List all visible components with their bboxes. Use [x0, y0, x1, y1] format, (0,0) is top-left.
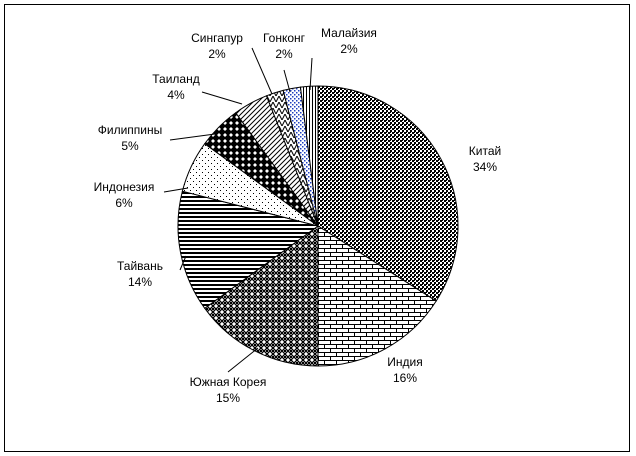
slice-percent-label: 2%: [208, 47, 226, 61]
pie-slice: [177, 190, 320, 309]
leader-line: [169, 133, 216, 141]
pie-slices: [177, 85, 459, 367]
slice-name-label: Малайзия: [321, 26, 377, 40]
slice-name-label: Индонезия: [94, 180, 155, 194]
slice-percent-label: 14%: [128, 275, 152, 289]
leader-line: [201, 91, 243, 105]
slice-percent-label: 16%: [393, 371, 417, 385]
slice-labels: Китай 34% Индия 16% Южная Корея 15% Тайвань 14%…: [94, 26, 502, 405]
pie-slice: [299, 85, 319, 227]
leader-line: [309, 57, 313, 91]
slice-name-label: Южная Корея: [190, 375, 267, 389]
slice-percent-label: 4%: [167, 88, 185, 102]
pie-slice: [317, 85, 459, 302]
leader-line: [251, 47, 273, 95]
slice-name-label: Китай: [469, 144, 501, 158]
slice-percent-label: 34%: [473, 160, 497, 174]
slice-percent-label: 6%: [115, 196, 133, 210]
slice-percent-label: 15%: [216, 391, 240, 405]
slice-percent-label: 2%: [275, 47, 293, 61]
slice-name-label: Сингапур: [191, 31, 243, 45]
leader-lines: [163, 47, 313, 373]
leader-line: [283, 69, 291, 93]
pie-slice: [317, 225, 437, 367]
slice-name-label: Гонконг: [263, 31, 306, 45]
leader-line: [227, 347, 259, 373]
slice-name-label: Тайвань: [117, 259, 163, 273]
slice-name-label: Таиланд: [152, 72, 199, 86]
slice-name-label: Индия: [387, 355, 422, 369]
slice-percent-label: 2%: [340, 42, 358, 56]
slice-percent-label: 5%: [121, 139, 139, 153]
slice-name-label: Филиппины: [98, 123, 162, 137]
leader-line: [179, 255, 187, 271]
leader-line: [163, 187, 189, 193]
